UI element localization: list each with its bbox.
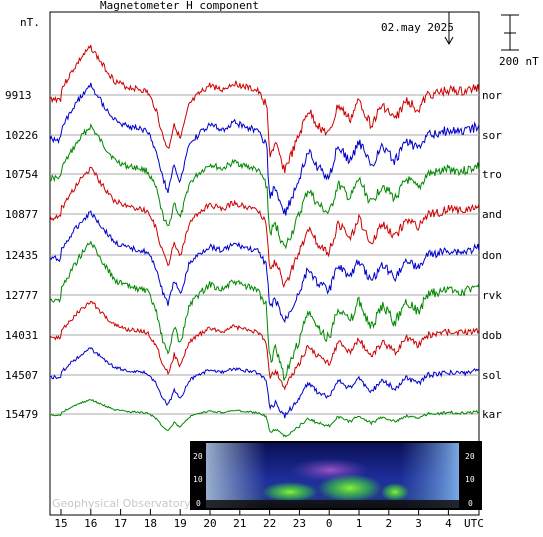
x-tick-label: 1 — [356, 517, 363, 530]
station-series-line — [49, 240, 480, 381]
date-label: 02.may 2025 — [381, 21, 454, 34]
x-tick-label: 15 — [54, 517, 67, 530]
x-tick-label: 20 — [203, 517, 216, 530]
keogram-left-tick: 0 — [196, 499, 201, 508]
station-name: and — [482, 208, 502, 221]
keogram-right-tick: 0 — [468, 499, 473, 508]
keogram-inset: 20 10 0 20 10 0 — [190, 441, 482, 510]
station-baseline-value: 14507 — [5, 369, 38, 382]
station-baseline-value: 10877 — [5, 208, 38, 221]
x-tick-label: 22 — [263, 517, 276, 530]
station-baseline-value: 12777 — [5, 289, 38, 302]
keogram-left-tick: 10 — [193, 475, 203, 484]
x-tick-label: 21 — [233, 517, 246, 530]
x-tick-label: 17 — [114, 517, 127, 530]
station-name: sor — [482, 129, 502, 142]
station-series-line — [49, 44, 480, 174]
x-tick-label: 2 — [385, 517, 392, 530]
station-series-line — [49, 300, 480, 391]
station-name: kar — [482, 408, 502, 421]
keogram-right-tick: 20 — [465, 452, 475, 461]
station-series-line — [49, 398, 480, 438]
scale-bar — [501, 14, 519, 51]
station-series-line — [49, 82, 480, 216]
station-name: sol — [482, 369, 502, 382]
station-series-line — [50, 122, 480, 250]
unit-label: nT. — [20, 16, 40, 29]
keogram-left-tick: 20 — [193, 452, 203, 461]
station-baseline-value: 9913 — [5, 89, 32, 102]
station-baseline-value: 10754 — [5, 168, 38, 181]
x-tick-label: 4 — [445, 517, 452, 530]
station-name: tro — [482, 168, 502, 181]
station-name: nor — [482, 89, 502, 102]
x-tick-label: 23 — [293, 517, 306, 530]
x-tick-label: 18 — [144, 517, 157, 530]
scale-bar-label: 200 nT — [499, 55, 539, 68]
current-time-arrow — [444, 12, 454, 46]
station-name: don — [482, 249, 502, 262]
x-tick-label: 19 — [174, 517, 187, 530]
x-tick-label: 3 — [415, 517, 422, 530]
station-name: dob — [482, 329, 502, 342]
watermark: Geophysical Observatory — [52, 497, 191, 510]
station-series-line — [49, 210, 480, 324]
station-series-line — [49, 347, 480, 419]
x-tick-label: 16 — [84, 517, 97, 530]
station-baseline-value: 15479 — [5, 408, 38, 421]
chart-title: Magnetometer H component — [100, 0, 259, 12]
x-axis-label: UTC — [464, 517, 484, 530]
x-tick-label: 0 — [326, 517, 333, 530]
station-baseline-value: 14031 — [5, 329, 38, 342]
keogram-right-tick: 10 — [465, 475, 475, 484]
station-series-line — [49, 166, 480, 289]
station-baseline-value: 10226 — [5, 129, 38, 142]
plot-frame — [49, 11, 480, 516]
station-baseline-value: 12435 — [5, 249, 38, 262]
station-name: rvk — [482, 289, 502, 302]
